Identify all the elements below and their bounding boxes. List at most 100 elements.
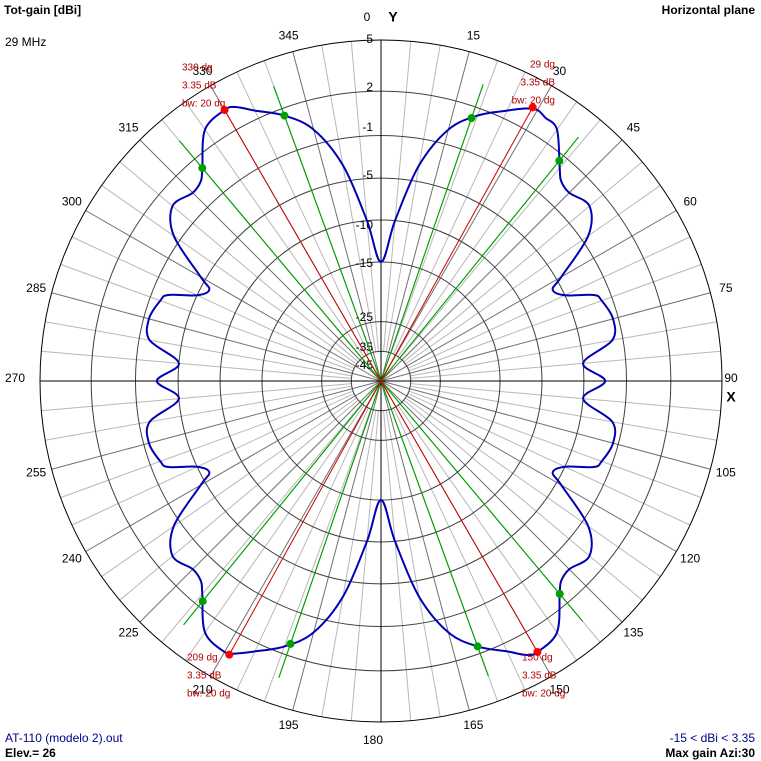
beamwidth-marker: [467, 114, 476, 123]
max-gain-annotation: 3.35 dB: [187, 671, 222, 682]
grid-spoke: [380, 210, 677, 382]
max-gain-annotation: 150 dg: [522, 653, 553, 664]
grid-spoke: [71, 393, 355, 526]
angle-tick-label: 255: [26, 466, 46, 480]
max-gain-annotation: 209 dg: [187, 653, 218, 664]
grid-spoke: [101, 397, 357, 577]
grid-spoke: [210, 380, 382, 677]
beamwidth-marker: [473, 642, 482, 651]
beamwidth-marker: [198, 597, 207, 606]
max-gain-annotation: bw: 20 dg: [512, 96, 555, 107]
grid-spoke: [380, 380, 711, 470]
grid-spoke: [383, 410, 412, 721]
grid-spoke: [407, 236, 691, 369]
grid-spoke: [405, 185, 661, 365]
beamwidth-marker: [555, 156, 564, 165]
frequency-label: 29 MHz: [5, 35, 47, 49]
angle-tick-label: 135: [623, 626, 643, 640]
grid-spoke: [380, 380, 470, 711]
grid-spoke: [403, 161, 643, 363]
max-gain-annotation: bw: 20 dg: [522, 689, 565, 700]
max-gain-marker: [533, 647, 542, 656]
angle-tick-label: 0: [364, 10, 371, 24]
max-gain-marker: [225, 650, 234, 659]
grid-spoke: [408, 263, 702, 372]
angle-tick-label: 30: [553, 64, 567, 78]
grid-spoke: [380, 292, 711, 382]
ring-label: -5: [362, 168, 373, 182]
grid-spoke: [85, 380, 382, 552]
angle-tick-label: 15: [467, 28, 481, 42]
grid-spoke: [380, 380, 623, 623]
max-gain-annotation: 3.35 dB: [522, 671, 557, 682]
grid-spoke: [397, 405, 577, 661]
grid-spoke: [385, 45, 441, 352]
grid-spoke: [139, 139, 382, 382]
beamwidth-marker: [555, 589, 564, 598]
grid-spoke: [85, 210, 382, 382]
max-gain-marker: [220, 106, 229, 115]
grid-spoke: [292, 51, 382, 382]
grid-spoke: [390, 60, 499, 354]
max-gain-line: [372, 365, 538, 653]
max-gain-line: [228, 365, 390, 655]
max-gain-line: [224, 109, 390, 397]
angle-tick-label: 300: [62, 195, 82, 209]
angle-tick-label: 210: [192, 682, 212, 696]
grid-spoke: [71, 236, 355, 369]
angle-tick-label: 330: [192, 64, 212, 78]
max-gain-annotation: 3.35 dB: [182, 81, 217, 92]
grid-spoke: [380, 380, 677, 552]
grid-spoke: [350, 410, 379, 721]
grid-spoke: [60, 390, 354, 499]
grid-spoke: [405, 397, 661, 577]
ring-label: -25: [356, 310, 374, 324]
file-name-label: AT-110 (modelo 2).out: [5, 731, 123, 745]
elevation-label: Elev.= 26: [5, 746, 56, 760]
radiation-pattern-curve: [145, 105, 617, 657]
max-gain-annotation: 29 dg: [530, 60, 555, 71]
angle-tick-label: 150: [549, 682, 569, 696]
grid-spoke: [399, 119, 601, 359]
chart-title-left: Tot-gain [dBi]: [4, 3, 82, 17]
angle-tick-label: 240: [62, 552, 82, 566]
ring-label: -1: [362, 120, 373, 134]
grid-spoke: [263, 408, 372, 702]
grid-spoke: [407, 393, 691, 526]
angle-tick-label: 285: [26, 281, 46, 295]
y-axis-label: Y: [388, 9, 398, 25]
grid-spoke: [380, 139, 623, 382]
scale-range-label: -15 < dBi < 3.35: [669, 731, 755, 745]
x-axis-label: X: [726, 389, 736, 405]
grid-spoke: [292, 380, 382, 711]
beamwidth-marker: [286, 639, 295, 648]
angle-tick-label: 120: [680, 552, 700, 566]
angle-tick-label: 165: [463, 718, 483, 732]
grid-spoke: [410, 385, 717, 441]
beamwidth-marker: [280, 111, 289, 120]
angle-tick-label: 75: [719, 281, 733, 295]
grid-spoke: [397, 101, 577, 357]
angle-tick-label: 315: [119, 121, 139, 135]
max-gain-annotation: bw: 20 dg: [182, 99, 225, 110]
grid-spoke: [321, 410, 377, 717]
grid-spoke: [410, 321, 717, 377]
grid-spoke: [51, 380, 382, 470]
ring-label: -35: [356, 340, 374, 354]
grid-spoke: [101, 185, 357, 365]
angle-tick-label: 345: [279, 28, 299, 42]
grid-spoke: [350, 41, 379, 352]
grid-spoke: [51, 292, 382, 382]
grid-spoke: [393, 71, 526, 355]
ring-label: -15: [356, 256, 374, 270]
grid-spoke: [380, 85, 552, 382]
ring-label: 2: [366, 80, 373, 94]
angle-tick-label: 180: [363, 733, 383, 747]
grid-spoke: [185, 405, 365, 661]
angle-tick-label: 105: [716, 466, 736, 480]
grid-spoke: [385, 410, 441, 717]
max-gain-line: [372, 107, 534, 397]
grid-spoke: [383, 41, 412, 352]
